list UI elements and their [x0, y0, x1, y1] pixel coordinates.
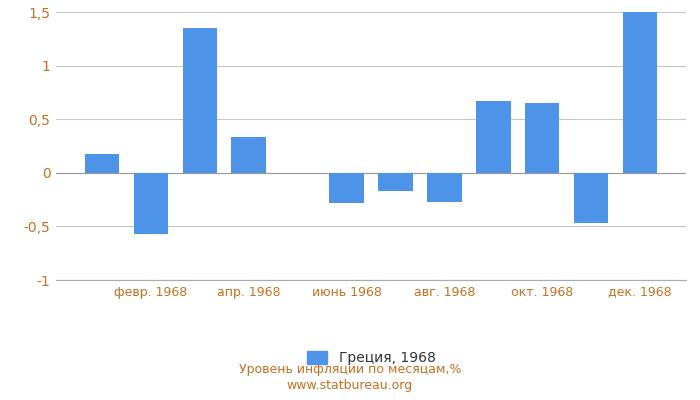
Legend: Греция, 1968: Греция, 1968: [301, 346, 441, 371]
Bar: [623, 12, 657, 173]
Bar: [525, 103, 559, 173]
Bar: [378, 173, 412, 191]
Text: www.statbureau.org: www.statbureau.org: [287, 380, 413, 392]
Bar: [232, 138, 266, 173]
Bar: [574, 173, 608, 223]
Text: Уровень инфляции по месяцам,%: Уровень инфляции по месяцам,%: [239, 364, 461, 376]
Bar: [85, 154, 119, 173]
Bar: [183, 28, 217, 173]
Bar: [476, 101, 510, 173]
Bar: [134, 173, 168, 234]
Bar: [330, 173, 364, 203]
Bar: [427, 173, 461, 202]
